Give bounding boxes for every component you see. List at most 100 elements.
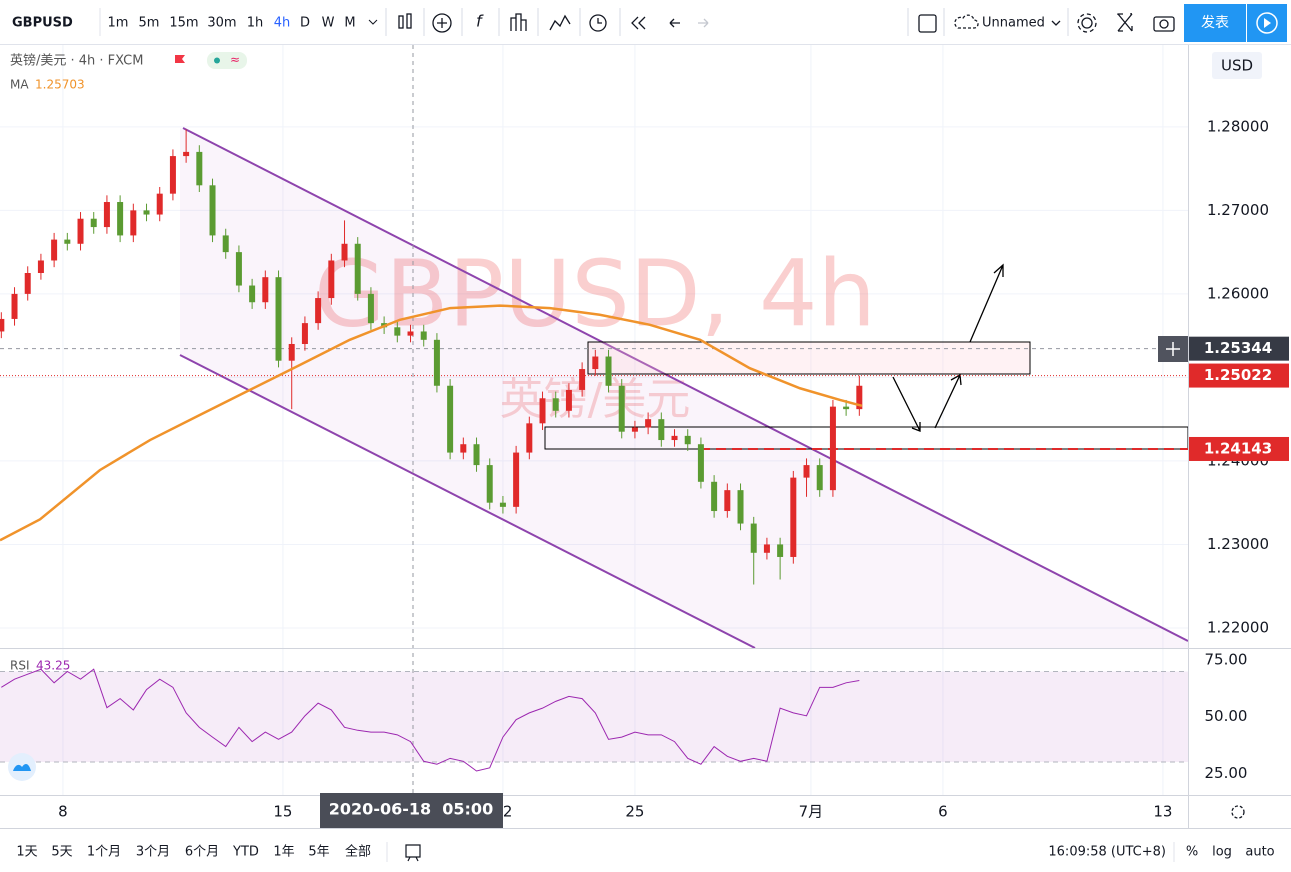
candle-body <box>750 523 757 553</box>
add-indicator[interactable] <box>432 13 452 33</box>
fx-icon[interactable]: f <box>476 12 484 31</box>
candle-body <box>275 277 282 361</box>
range-button[interactable]: 1天 <box>16 845 37 860</box>
layout-name[interactable]: Unnamed <box>982 16 1045 31</box>
auto-toggle[interactable]: auto <box>1245 845 1274 860</box>
candle-body <box>420 331 427 340</box>
candle-body <box>658 419 665 441</box>
currency[interactable]: USD <box>1221 57 1253 75</box>
candle-body <box>235 252 242 286</box>
rsi-value: 43.25 <box>36 659 70 673</box>
range-button[interactable]: 1年 <box>273 845 294 860</box>
percent-toggle[interactable]: % <box>1186 845 1198 860</box>
crosshair-time-box <box>320 793 503 828</box>
range-button[interactable]: 6个月 <box>185 845 219 860</box>
layout[interactable] <box>918 14 937 33</box>
replay[interactable] <box>631 16 646 30</box>
undo[interactable] <box>669 18 680 28</box>
toolbar <box>0 0 1291 44</box>
candle-body <box>843 406 850 410</box>
ma-name: MA <box>10 78 29 92</box>
candle-icon[interactable] <box>398 15 404 29</box>
candle-body <box>196 151 203 186</box>
candle-body <box>724 490 731 512</box>
candle-body <box>130 210 137 236</box>
range-button[interactable]: 5天 <box>51 845 72 860</box>
candle-body <box>90 218 97 228</box>
axis-settings[interactable] <box>1231 805 1245 819</box>
arrow-down[interactable] <box>892 376 921 432</box>
resistance-box[interactable] <box>587 341 1031 375</box>
candle-body <box>288 343 295 361</box>
candle-body <box>790 477 797 557</box>
status-pill <box>207 52 247 69</box>
interval[interactable]: M <box>344 16 355 31</box>
y-tick-label: 1.26000 <box>1207 284 1269 302</box>
drawings <box>179 127 1189 649</box>
arrow-up[interactable] <box>969 263 1004 343</box>
publish-label[interactable]: 发表 <box>1201 15 1229 31</box>
candle-body <box>763 544 770 553</box>
fullscreen[interactable] <box>1117 13 1133 32</box>
interval[interactable]: 5m <box>139 16 160 31</box>
candle-body <box>433 339 440 386</box>
range-button[interactable]: 3个月 <box>136 845 170 860</box>
compare[interactable] <box>549 14 571 31</box>
crosshair-time: 2020-06-18 05:00 <box>329 800 493 819</box>
ma-line <box>0 304 863 542</box>
y-tick-label: 1.28000 <box>1207 117 1269 135</box>
interval[interactable]: 15m <box>169 16 198 31</box>
axes: 1.220001.230001.240001.250001.260001.270… <box>58 117 1289 828</box>
x-tick-label: 25 <box>625 803 644 821</box>
y-tick-label: 1.23000 <box>1207 535 1269 553</box>
y-tick-label: 1.22000 <box>1207 618 1269 636</box>
grid <box>0 45 1188 795</box>
candle-body <box>249 285 256 303</box>
plus-icon <box>1166 342 1180 356</box>
x-tick-label: 15 <box>273 803 292 821</box>
play-icon <box>1256 12 1278 34</box>
ma-value: 1.25703 <box>35 78 85 92</box>
interval-menu[interactable] <box>368 19 378 25</box>
candle-body <box>645 419 652 428</box>
interval[interactable]: 1m <box>108 16 129 31</box>
arrow-up[interactable] <box>934 373 962 429</box>
interval-active[interactable]: 4h <box>274 16 291 31</box>
publish-button[interactable] <box>1184 4 1246 42</box>
interval[interactable]: D <box>300 16 310 31</box>
watermark-sub: 英镑/美元 <box>500 374 691 425</box>
symbol[interactable]: GBPUSD <box>12 16 73 31</box>
play-triangle <box>1264 18 1271 28</box>
x-tick-label: 6 <box>938 803 948 821</box>
snapshot[interactable] <box>1153 16 1175 32</box>
interval[interactable]: 30m <box>207 16 236 31</box>
channel-lower[interactable] <box>179 354 756 649</box>
range-button[interactable]: YTD <box>232 845 259 860</box>
chart-type[interactable] <box>510 13 527 31</box>
x-tick-label: 13 <box>1153 803 1172 821</box>
channel-upper[interactable] <box>182 127 1189 642</box>
currency-box[interactable] <box>1212 52 1262 79</box>
candle-body <box>407 331 414 336</box>
interval[interactable]: 1h <box>247 16 264 31</box>
flag[interactable] <box>175 55 185 63</box>
goto-date[interactable] <box>405 844 421 862</box>
candle-body <box>77 218 84 244</box>
price-label: 1.25344 <box>1204 339 1272 357</box>
range-button[interactable]: 1个月 <box>87 845 121 860</box>
candle-body <box>539 398 546 424</box>
rsi-name: RSI <box>10 659 30 673</box>
cloud[interactable] <box>954 14 979 29</box>
log-toggle[interactable]: log <box>1212 845 1232 860</box>
candle-body <box>499 502 506 507</box>
range-button[interactable]: 全部 <box>345 844 371 860</box>
candle-body <box>777 544 784 557</box>
range-button[interactable]: 5年 <box>308 845 329 860</box>
interval[interactable]: W <box>322 16 335 31</box>
candle-body <box>11 293 18 319</box>
alert[interactable] <box>589 14 607 32</box>
settings[interactable] <box>1081 17 1093 29</box>
